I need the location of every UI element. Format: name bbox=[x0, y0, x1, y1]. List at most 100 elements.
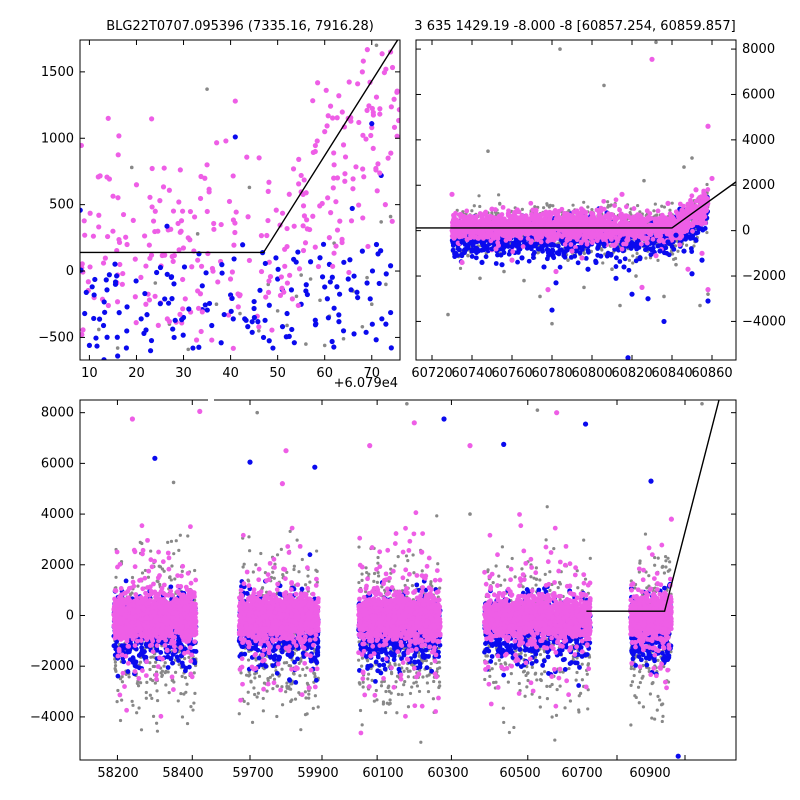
magenta-point bbox=[264, 232, 270, 239]
blue-point bbox=[557, 264, 563, 270]
gray-point bbox=[169, 578, 173, 582]
magenta-point bbox=[699, 250, 705, 256]
magenta-point bbox=[642, 219, 648, 224]
magenta-point bbox=[245, 214, 251, 220]
blue-point bbox=[516, 243, 522, 248]
magenta-point bbox=[198, 173, 204, 180]
gray-point bbox=[497, 193, 501, 197]
magenta-point bbox=[342, 154, 349, 160]
gray-point bbox=[155, 689, 159, 693]
blue-point bbox=[613, 264, 619, 269]
gray-point bbox=[676, 249, 680, 253]
gray-point bbox=[163, 661, 167, 665]
magenta-point bbox=[377, 111, 383, 117]
gray-point bbox=[115, 700, 119, 704]
magenta-point bbox=[513, 214, 519, 220]
magenta-point bbox=[85, 279, 91, 285]
x-tick-label: 60840 bbox=[651, 366, 692, 381]
gray-point bbox=[144, 696, 148, 700]
magenta-point bbox=[391, 124, 398, 130]
magenta-point bbox=[337, 218, 343, 224]
magenta-point bbox=[701, 188, 707, 194]
magenta-point bbox=[601, 198, 607, 204]
gray-point bbox=[120, 680, 125, 684]
magenta-point bbox=[211, 220, 217, 227]
magenta-point bbox=[572, 235, 578, 240]
magenta-point bbox=[489, 233, 495, 239]
magenta-point bbox=[494, 230, 500, 236]
magenta-point bbox=[382, 202, 388, 208]
gray-point bbox=[672, 257, 676, 261]
magenta-point bbox=[159, 252, 165, 259]
magenta-point bbox=[455, 233, 461, 239]
gray-point bbox=[238, 311, 242, 316]
blue-point bbox=[572, 253, 578, 259]
top-left-plot-area bbox=[80, 40, 400, 360]
magenta-point bbox=[105, 302, 111, 309]
magenta-point bbox=[296, 266, 303, 272]
magenta-point bbox=[505, 235, 511, 241]
magenta-point bbox=[578, 210, 584, 216]
magenta-point bbox=[613, 197, 619, 203]
magenta-point bbox=[487, 213, 493, 219]
blue-point bbox=[116, 310, 122, 316]
magenta-point bbox=[355, 81, 361, 87]
blue-point bbox=[190, 345, 196, 351]
magenta-point bbox=[651, 226, 657, 232]
magenta-point bbox=[370, 145, 376, 152]
magenta-point bbox=[619, 191, 625, 197]
magenta-point bbox=[132, 294, 138, 300]
magenta-point bbox=[705, 123, 711, 129]
blue-point bbox=[157, 301, 163, 307]
gray-point bbox=[536, 250, 541, 254]
gray-point bbox=[186, 347, 191, 352]
magenta-point bbox=[143, 301, 149, 307]
magenta-point bbox=[149, 116, 155, 122]
blue-point bbox=[593, 259, 599, 266]
magenta-point bbox=[346, 269, 352, 276]
gray-point bbox=[670, 201, 674, 205]
magenta-point bbox=[461, 222, 467, 228]
magenta-point bbox=[360, 132, 366, 138]
magenta-point bbox=[331, 250, 337, 256]
gray-point bbox=[590, 208, 594, 212]
blue-point bbox=[91, 315, 97, 322]
magenta-point bbox=[484, 216, 490, 222]
gray-point bbox=[153, 281, 158, 285]
clipped-marks bbox=[416, 40, 736, 360]
magenta-point bbox=[179, 208, 186, 214]
magenta-point bbox=[621, 220, 627, 226]
magenta-point bbox=[361, 174, 367, 180]
gray-point bbox=[631, 254, 635, 258]
gray-point bbox=[140, 571, 145, 575]
blue-point bbox=[493, 261, 499, 266]
blue-point bbox=[620, 237, 626, 243]
magenta-point bbox=[583, 217, 589, 223]
top-left-axes-frame bbox=[79, 39, 401, 361]
blue-point bbox=[304, 291, 310, 298]
blue-point bbox=[345, 276, 351, 282]
magenta-point bbox=[621, 241, 626, 247]
gray-point bbox=[162, 569, 166, 573]
magenta-point bbox=[279, 285, 285, 291]
magenta-point bbox=[391, 96, 397, 102]
model-line bbox=[416, 181, 736, 229]
magenta-point bbox=[282, 263, 288, 269]
magenta-point bbox=[510, 249, 516, 255]
x-tick-label: 60800 bbox=[571, 366, 612, 381]
gray-point bbox=[369, 302, 374, 307]
blue-point bbox=[102, 309, 108, 315]
magenta-point bbox=[310, 213, 316, 219]
blue-point bbox=[251, 314, 257, 321]
gray-point bbox=[322, 343, 327, 348]
magenta-point bbox=[110, 193, 116, 199]
blue-point bbox=[489, 246, 495, 252]
magenta-point bbox=[682, 221, 688, 227]
gray-point bbox=[130, 699, 134, 703]
blue-point bbox=[666, 252, 672, 258]
magenta-point bbox=[178, 218, 185, 224]
magenta-point bbox=[705, 187, 711, 192]
x-tick-label: 70 bbox=[363, 366, 380, 381]
magenta-point bbox=[579, 255, 585, 261]
